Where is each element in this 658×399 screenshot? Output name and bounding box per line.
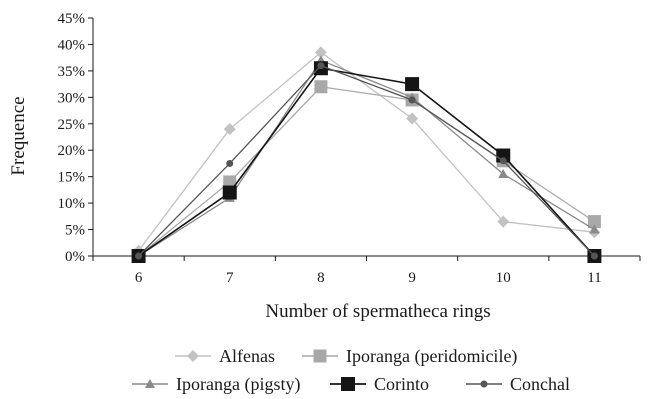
y-tick-label: 10% — [58, 196, 86, 212]
data-point — [314, 80, 328, 94]
series-line — [138, 64, 595, 257]
legend-label: Conchal — [510, 374, 570, 394]
y-tick-label: 35% — [58, 64, 86, 80]
chart-series — [131, 46, 602, 263]
legend-label: Iporanga (pigsty) — [176, 374, 300, 395]
x-tick-label: 7 — [226, 270, 234, 286]
x-axis-label: Number of spermatheca rings — [265, 301, 490, 322]
x-tick-label: 9 — [408, 270, 416, 286]
y-tick-label: 40% — [58, 37, 86, 53]
data-point — [587, 215, 601, 229]
y-axis-label: Frequence — [8, 96, 29, 175]
data-point — [226, 159, 234, 167]
y-tick-label: 30% — [58, 90, 86, 106]
data-point — [223, 123, 236, 136]
y-tick-label: 5% — [65, 223, 85, 239]
legend-entry: Iporanga (peridomicile) — [302, 346, 517, 367]
series-line — [138, 67, 596, 257]
legend-entry: Alfenas — [175, 346, 275, 366]
data-point — [497, 215, 510, 228]
series-line — [138, 51, 595, 252]
chart-legend: Alfenas Iporanga (peridomicile) Iporanga (… — [132, 346, 570, 395]
legend-entry: Corinto — [330, 374, 429, 394]
x-tick-label: 6 — [135, 270, 143, 286]
y-tick-label: 45% — [58, 11, 86, 27]
series-corinto — [131, 61, 602, 263]
x-tick-label: 8 — [317, 270, 325, 286]
data-point — [589, 224, 600, 234]
data-point — [314, 46, 327, 59]
legend-marker — [341, 377, 355, 391]
legend-label: Alfenas — [219, 346, 275, 366]
data-point — [222, 185, 237, 200]
y-tick-label: 25% — [58, 117, 86, 133]
data-point — [135, 252, 143, 260]
series-iporanga-peridomicile — [132, 80, 601, 263]
data-point — [408, 96, 416, 104]
legend-marker — [313, 349, 327, 363]
series-conchal — [135, 62, 598, 260]
data-point — [223, 175, 237, 189]
data-point — [590, 252, 598, 260]
x-tick-label: 10 — [496, 270, 511, 286]
legend-label: Iporanga (peridomicile) — [346, 346, 517, 367]
legend-marker — [480, 380, 488, 388]
y-tick-label: 0% — [65, 249, 85, 265]
legend-label: Corinto — [374, 374, 429, 394]
x-tick-label: 11 — [587, 270, 601, 286]
y-tick-label: 20% — [58, 143, 86, 159]
legend-marker — [145, 379, 155, 388]
data-point — [317, 62, 325, 70]
series-line — [138, 59, 595, 257]
data-point — [405, 77, 420, 92]
chart-axes: 0% 5% 10% 15% 20% 25% 30% 35% 40% 45% 6 7 8 9 10 11 — [58, 11, 641, 286]
data-point — [498, 169, 509, 179]
legend-entry: Iporanga (pigsty) — [132, 374, 300, 395]
series-alfenas — [132, 46, 601, 257]
legend-marker — [187, 350, 199, 362]
series-line — [138, 86, 595, 257]
legend-entry: Conchal — [466, 374, 570, 394]
y-tick-label: 15% — [58, 170, 86, 186]
data-point — [406, 112, 419, 125]
data-point — [499, 157, 507, 165]
